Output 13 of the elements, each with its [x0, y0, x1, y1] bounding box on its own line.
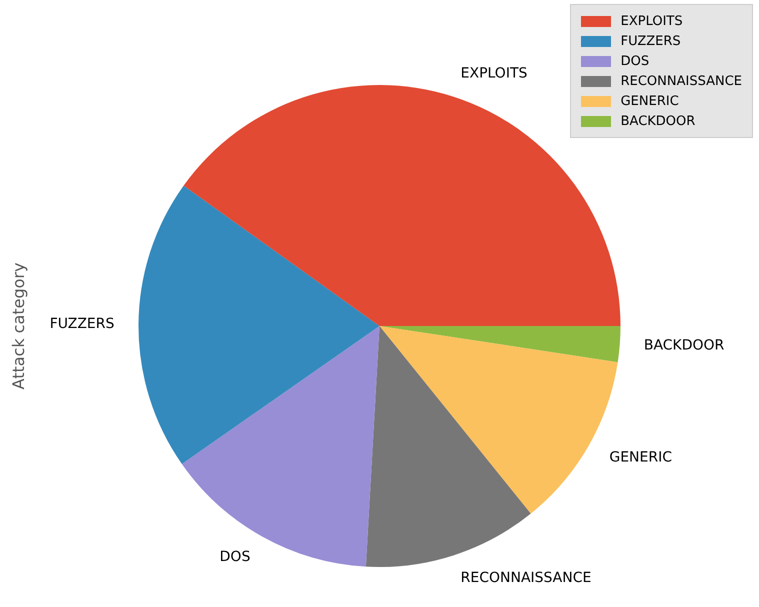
legend-label: FUZZERS: [620, 34, 681, 48]
slice-label: FUZZERS: [50, 316, 115, 332]
legend-label: RECONNAISSANCE: [620, 74, 742, 88]
slice-label: RECONNAISSANCE: [460, 570, 592, 586]
slice-label: EXPLOITS: [460, 65, 528, 82]
legend-label: DOS: [620, 54, 650, 68]
text: Attack category: [9, 262, 28, 390]
slice-label: DOS: [220, 549, 250, 566]
slice-label: GENERIC: [609, 450, 672, 466]
slice-label: BACKDOOR: [644, 338, 725, 354]
legend-label: BACKDOOR: [620, 114, 696, 128]
legend-label: EXPLOITS: [620, 14, 683, 28]
legend-label: GENERIC: [620, 94, 679, 108]
